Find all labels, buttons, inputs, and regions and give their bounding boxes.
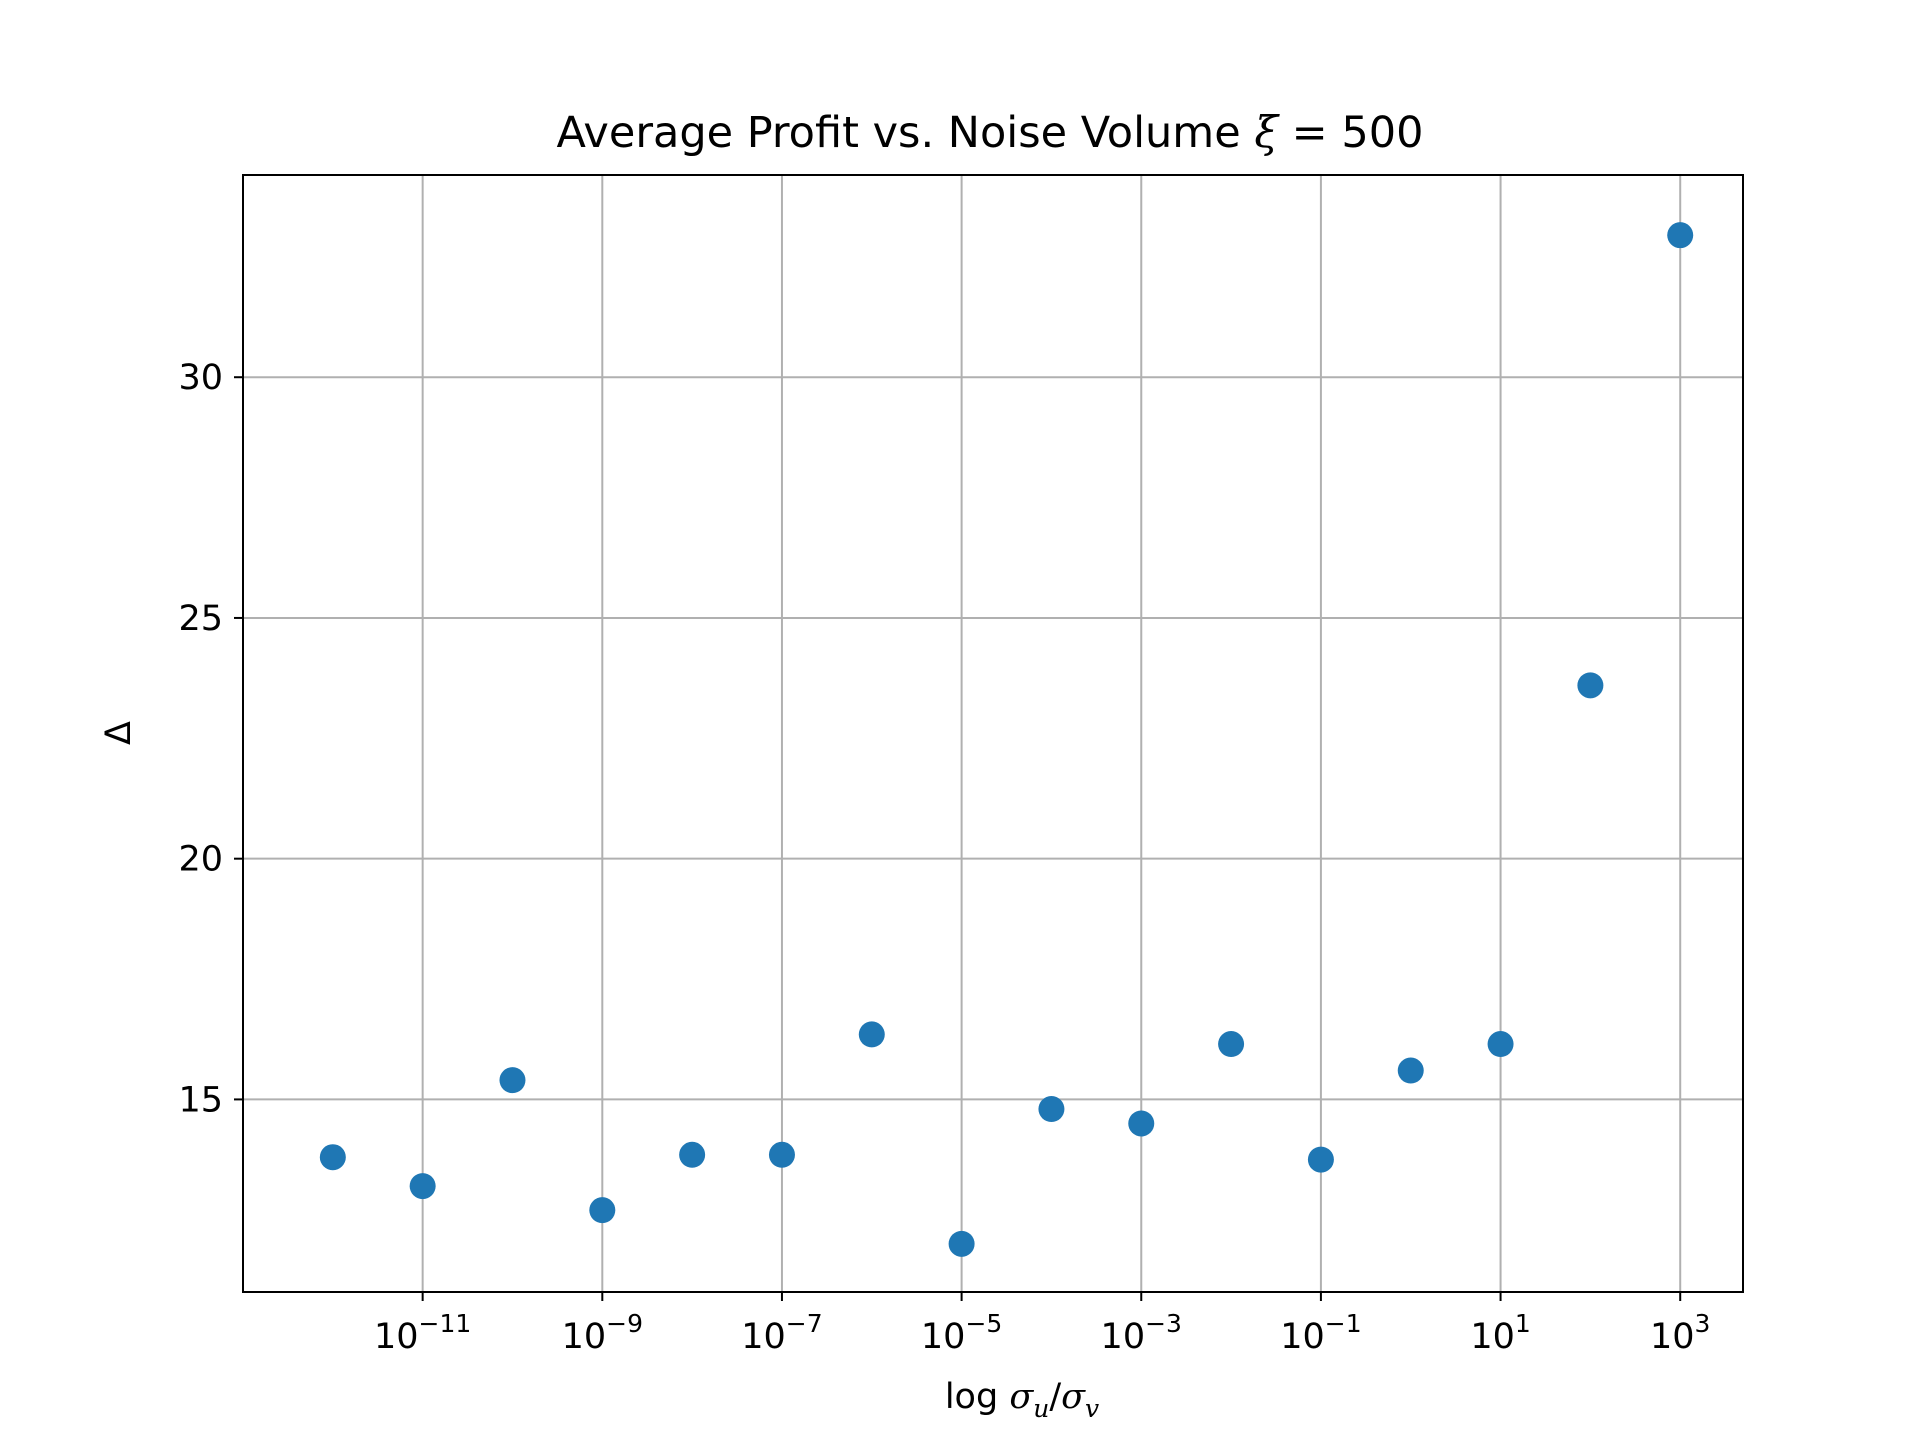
data-point xyxy=(319,1144,346,1171)
x-tick-exponent: −5 xyxy=(965,1309,1002,1338)
x-tick-label: 10−3 xyxy=(1101,1309,1182,1357)
data-point xyxy=(1667,222,1694,249)
data-point xyxy=(768,1141,795,1168)
x-tick-exponent: −11 xyxy=(419,1309,472,1338)
x-axis-label-sub-v: v xyxy=(1085,1394,1099,1423)
data-point xyxy=(1307,1146,1334,1173)
x-axis-label-sigma-v: σ xyxy=(1061,1377,1086,1417)
data-point xyxy=(589,1197,616,1224)
x-tick-exponent: −1 xyxy=(1325,1309,1362,1338)
x-tick-base: 10 xyxy=(562,1317,607,1357)
x-tick-exponent: −7 xyxy=(786,1309,823,1338)
y-tick-label: 30 xyxy=(178,358,223,398)
y-tick-label: 25 xyxy=(178,599,223,639)
data-point xyxy=(499,1067,526,1094)
x-tick-base: 10 xyxy=(1101,1317,1146,1357)
x-axis-label-sigma-u: σ xyxy=(1009,1377,1034,1417)
data-point xyxy=(1218,1031,1245,1058)
x-tick-label: 10−5 xyxy=(921,1309,1002,1357)
grid-lines xyxy=(243,175,1743,1292)
x-tick-label: 10−1 xyxy=(1280,1309,1361,1357)
x-axis-label-slash: / xyxy=(1049,1377,1061,1417)
axis-ticks xyxy=(234,376,1682,1301)
y-axis-label: Δ xyxy=(99,721,139,745)
x-tick-label: 103 xyxy=(1650,1309,1710,1357)
x-tick-exponent: 1 xyxy=(1515,1309,1531,1338)
x-tick-base: 10 xyxy=(1650,1317,1695,1357)
x-tick-label: 101 xyxy=(1470,1309,1530,1357)
data-points xyxy=(319,222,1694,1257)
x-tick-base: 10 xyxy=(921,1317,966,1357)
x-tick-exponent: −9 xyxy=(606,1309,643,1338)
y-tick-label: 20 xyxy=(178,840,223,880)
data-point xyxy=(1128,1110,1155,1137)
chart-title: Average Profit vs. Noise Volume ξ = 500 xyxy=(557,108,1424,158)
x-tick-labels: 10−11 10−9 10−7 10−5 10−3 10−1 101 103 xyxy=(374,1309,1710,1357)
x-tick-base: 10 xyxy=(374,1317,419,1357)
data-point xyxy=(409,1173,436,1200)
data-point xyxy=(1577,672,1604,699)
x-tick-label: 10−7 xyxy=(741,1309,822,1357)
data-point xyxy=(858,1021,885,1048)
x-tick-base: 10 xyxy=(1470,1317,1515,1357)
x-axis-label: log σu/σv xyxy=(945,1377,1099,1423)
x-tick-exponent: 3 xyxy=(1695,1309,1711,1338)
plot-frame xyxy=(242,174,1744,1293)
chart-title-text: Average Profit vs. Noise Volume xyxy=(557,108,1241,158)
data-point xyxy=(1487,1031,1514,1058)
data-point xyxy=(1397,1057,1424,1084)
x-tick-base: 10 xyxy=(741,1317,786,1357)
data-point xyxy=(948,1230,975,1257)
x-tick-base: 10 xyxy=(1280,1317,1325,1357)
chart-title-symbol: ξ xyxy=(1254,108,1280,158)
y-tick-label: 15 xyxy=(178,1080,223,1120)
data-point xyxy=(1038,1096,1065,1123)
x-tick-label: 10−11 xyxy=(374,1309,471,1357)
x-axis-label-log: log xyxy=(945,1377,998,1417)
chart-title-value: = 500 xyxy=(1278,108,1423,158)
x-tick-exponent: −3 xyxy=(1145,1309,1182,1338)
x-tick-label: 10−9 xyxy=(562,1309,643,1357)
y-tick-labels: 15 20 25 30 xyxy=(178,358,223,1120)
data-point xyxy=(679,1141,706,1168)
x-axis-label-sub-u: u xyxy=(1033,1394,1049,1423)
